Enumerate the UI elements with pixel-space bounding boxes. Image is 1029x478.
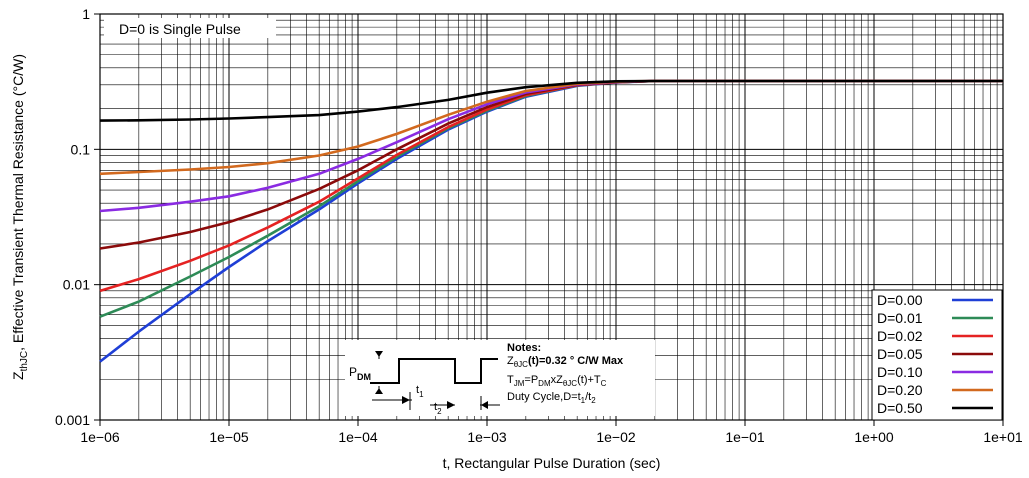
- legend-label: D=0.20: [877, 382, 923, 398]
- x-tick-label: 1e−02: [596, 429, 636, 445]
- x-axis-label: t, Rectangular Pulse Duration (sec): [443, 455, 661, 471]
- legend-label: D=0.02: [877, 328, 923, 344]
- notes-line-3-b: /t: [585, 391, 591, 403]
- notes-line-1-sub: θJC: [514, 360, 528, 369]
- x-tick-label: 1e−04: [338, 429, 378, 445]
- arrow-head: [481, 401, 488, 409]
- plot-frame: [99, 13, 1004, 421]
- legend-label: D=0.50: [877, 400, 923, 416]
- x-tick-label: 1e+00: [854, 429, 894, 445]
- inset-background: [345, 340, 655, 416]
- pulse-inset: PDM t1 t2 Notes: ZθJC(t)=0.32 ° C/W Max …: [345, 340, 655, 416]
- y-tick-label: 0.1: [71, 141, 91, 157]
- inset-arrows: [372, 351, 500, 410]
- pdm-label-main: P: [349, 365, 357, 379]
- y-axis-label: ZthJC, Effective Transient Thermal Resis…: [10, 54, 30, 380]
- t1-label-sub: 1: [419, 390, 424, 399]
- arrow-head: [375, 351, 383, 357]
- x-tick-label: 1e−03: [467, 429, 507, 445]
- notes-line-2-sub3: θJC: [563, 379, 577, 388]
- notes-line-3: Duty Cycle,D=t1/t2: [507, 391, 596, 405]
- notes-line-1: ZθJC(t)=0.32 ° C/W Max: [507, 355, 624, 369]
- t2-label: t2: [434, 401, 442, 416]
- notes-line-2-a: T: [507, 374, 514, 386]
- legend-label: D=0.00: [877, 292, 923, 308]
- notes-line-2-b: =P: [524, 374, 538, 386]
- annotation-background: [104, 18, 276, 38]
- x-tick-label: 1e−01: [725, 429, 765, 445]
- y-tick-label: 0.001: [55, 412, 90, 428]
- notes-line-2-sub2: DM: [538, 379, 551, 388]
- t1-label-main: t: [416, 384, 419, 396]
- pdm-label-sub: DM: [357, 372, 371, 382]
- y-axis-label-main: Z: [10, 371, 26, 380]
- notes-line-1-a: Z: [507, 355, 514, 367]
- t1-label: t1: [416, 384, 424, 399]
- series-line-d-0-50: [99, 79, 1003, 122]
- arrow-head: [402, 396, 410, 404]
- y-axis-label-rest: , Effective Transient Thermal Resistance…: [10, 54, 26, 351]
- notes-title: Notes:: [507, 342, 541, 354]
- notes-line-2-c: xZ: [551, 374, 564, 386]
- notes-line-2: TJM=PDMxZθJC(t)+TC: [507, 374, 607, 388]
- series-layer: [99, 79, 1003, 363]
- x-axis-ticks: 1e−06 1e−05 1e−04 1e−03 1e−02 1e−01 1e+00 1e+01: [80, 420, 1023, 445]
- arrow-head: [375, 388, 383, 394]
- notes-line-1-b: (t)=0.32 ° C/W Max: [528, 355, 624, 367]
- pulse-waveform: [370, 358, 498, 384]
- y-tick-label: 0.01: [63, 277, 90, 293]
- t2-label-sub: 2: [437, 407, 442, 416]
- notes-line-2-sub1: JM: [514, 379, 525, 388]
- notes-line-3-a: Duty Cycle,D=t: [507, 391, 581, 403]
- y-axis-label-sub: thJC: [19, 351, 30, 372]
- x-tick-label: 1e+01: [983, 429, 1023, 445]
- x-tick-label: 1e−06: [80, 429, 120, 445]
- annotation-box: D=0 is Single Pulse: [104, 18, 276, 38]
- legend-label: D=0.10: [877, 364, 923, 380]
- y-tick-label: 1: [82, 6, 90, 22]
- legend-label: D=0.05: [877, 346, 923, 362]
- legend-label: D=0.01: [877, 310, 923, 326]
- y-axis-ticks: 0.001 0.01 0.1 1: [55, 6, 100, 428]
- x-tick-label: 1e−05: [209, 429, 249, 445]
- t2-label-main: t: [434, 401, 437, 413]
- arrow-head: [447, 401, 455, 409]
- notes-line-2-d: (t)+T: [577, 374, 601, 386]
- notes-line-3-sub2: 2: [591, 396, 596, 405]
- pdm-label: PDM: [349, 365, 371, 382]
- legend: D=0.00 D=0.01 D=0.02 D=0.05 D=0.10 D=0.20 D=0.…: [871, 289, 1003, 421]
- annotation-text: D=0 is Single Pulse: [119, 21, 241, 37]
- notes-line-3-sub1: 1: [581, 396, 586, 405]
- notes-line-2-sub4: C: [601, 379, 607, 388]
